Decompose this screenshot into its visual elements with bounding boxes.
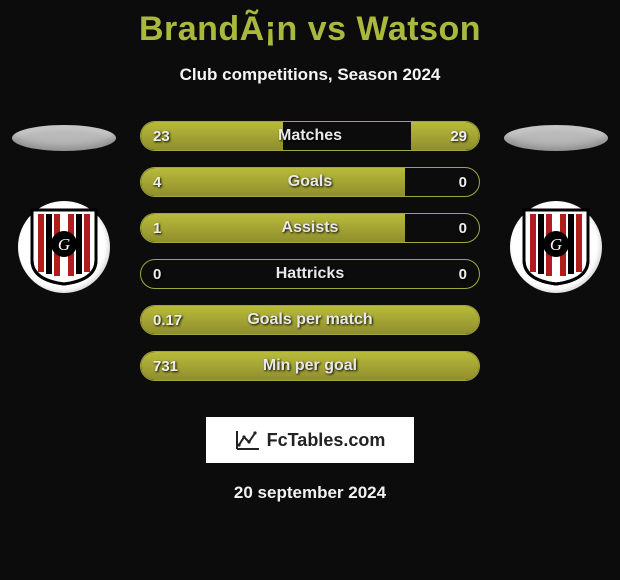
- stat-row: 40Goals: [140, 167, 480, 197]
- stat-value-right: 0: [459, 214, 467, 242]
- player-left-panel: G: [4, 121, 124, 401]
- club-crest-right: G: [510, 201, 602, 293]
- site-badge[interactable]: FcTables.com: [206, 417, 414, 463]
- stat-row: 2329Matches: [140, 121, 480, 151]
- stat-fill-left: [141, 306, 479, 334]
- stat-fill-left: [141, 352, 479, 380]
- chart-icon: [235, 429, 261, 451]
- crest-monogram: G: [58, 235, 70, 254]
- stat-label: Hattricks: [141, 260, 479, 288]
- player-right-panel: G: [496, 121, 616, 401]
- stat-value-right: 0: [459, 168, 467, 196]
- stat-row: 0.17Goals per match: [140, 305, 480, 335]
- stat-row: 10Assists: [140, 213, 480, 243]
- site-name: FcTables.com: [267, 430, 386, 451]
- player-right-placeholder: [504, 125, 608, 151]
- stat-fill-right: [411, 122, 479, 150]
- date-label: 20 september 2024: [0, 483, 620, 503]
- crest-monogram: G: [550, 235, 562, 254]
- crest-svg-left: G: [30, 208, 98, 286]
- stat-row: 731Min per goal: [140, 351, 480, 381]
- comparison-panel: G G 2329Matches40Goals10Ass: [0, 121, 620, 411]
- stat-fill-left: [141, 122, 283, 150]
- club-crest-left: G: [18, 201, 110, 293]
- stat-value-left: 0: [153, 260, 161, 288]
- stat-fill-left: [141, 168, 405, 196]
- stat-row: 0 0Hattricks: [140, 259, 480, 289]
- subtitle: Club competitions, Season 2024: [0, 65, 620, 85]
- stat-bars: 2329Matches40Goals10Assists00Hattricks0.…: [140, 121, 480, 381]
- player-left-placeholder: [12, 125, 116, 151]
- stat-value-right: 0: [459, 260, 467, 288]
- stat-fill-left: [141, 214, 405, 242]
- page-title: BrandÃ¡n vs Watson: [0, 0, 620, 49]
- crest-svg-right: G: [522, 208, 590, 286]
